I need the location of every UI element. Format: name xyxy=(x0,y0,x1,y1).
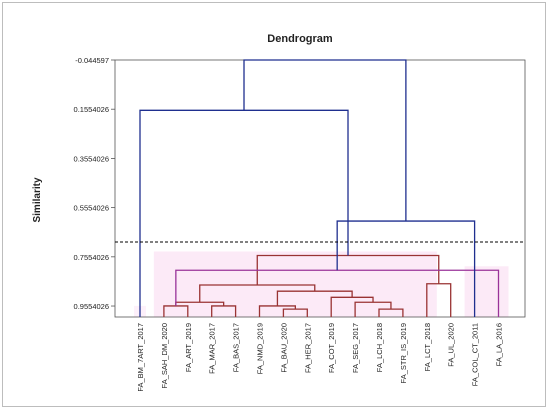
leaf-label: FA_BM_7ART_2017 xyxy=(136,323,145,392)
leaf-label: FA_NMD_2019 xyxy=(256,323,265,374)
chart-frame xyxy=(2,2,546,407)
leaf-label: FA_COT_2019 xyxy=(327,323,336,373)
leaf-label: FA_LCT_2018 xyxy=(423,323,432,371)
leaf-label: FA_LA_2016 xyxy=(495,323,504,366)
dendrogram-link xyxy=(139,109,349,317)
y-tick-label: 0.9554026 xyxy=(74,302,109,311)
leaf-label: FA_ART_2019 xyxy=(184,323,193,372)
y-axis-label: Similarity xyxy=(32,177,43,222)
cluster-highlights xyxy=(134,251,509,317)
cluster-highlight xyxy=(464,266,509,317)
dendrogram-link xyxy=(258,305,296,317)
leaf-label: FA_SEG_2017 xyxy=(351,323,360,373)
dendrogram-link xyxy=(163,305,189,317)
y-tick-label: 0.1554026 xyxy=(74,105,109,114)
dendrogram-link xyxy=(211,305,237,317)
leaf-label: FA_HER_2017 xyxy=(303,323,312,373)
leaf-label: FA_SAH_DM_2020 xyxy=(160,323,169,388)
leaf-label: FA_UL_2020 xyxy=(447,323,456,367)
y-axis: -0.044597 0.1554026 0.3554026 0.5554026 0.75… xyxy=(74,56,115,311)
dendrogram-link xyxy=(175,269,500,317)
leaf-label: FA_COL_CT_2011 xyxy=(471,323,480,386)
chart-title: Dendrogram xyxy=(267,33,333,45)
dendrogram-link xyxy=(243,59,407,222)
leaf-label: FA_STR_IS_2019 xyxy=(399,323,408,383)
x-axis-leaf-labels: FA_BM_7ART_2017 FA_SAH_DM_2020 FA_ART_2019… xyxy=(136,323,504,392)
y-tick-label: 0.3554026 xyxy=(74,154,109,163)
dendrogram-links xyxy=(139,59,500,317)
dendrogram-link xyxy=(330,296,374,317)
y-tick-label: 0.7554026 xyxy=(74,253,109,262)
leaf-label: FA_BAU_2020 xyxy=(279,323,288,373)
y-tick-label: -0.044597 xyxy=(75,56,109,65)
y-tick-label: 0.5554026 xyxy=(74,204,109,213)
leaf-label: FA_MAR_2017 xyxy=(208,323,217,374)
leaf-label: FA_BAS_2017 xyxy=(232,323,241,372)
leaf-label: FA_LCH_2018 xyxy=(375,323,384,372)
